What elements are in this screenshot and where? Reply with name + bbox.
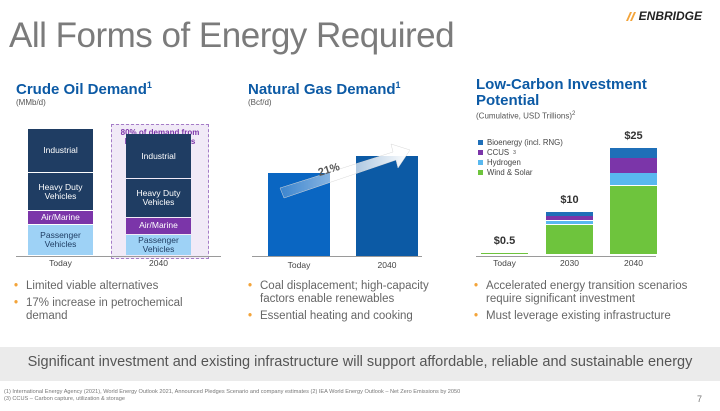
lowcarbon-segment-ccus	[546, 216, 593, 220]
lowcarbon-unit: (Cumulative, USD Trillions)2	[476, 111, 576, 121]
conclusion-banner	[0, 347, 720, 381]
legend-label: Bioenergy (incl. RNG)	[487, 138, 563, 147]
lowcarbon-tick-label: 2040	[624, 258, 643, 268]
crude-segment-heavy-duty-vehicles: Heavy Duty Vehicles	[126, 179, 191, 218]
lowcarbon-title: Low-Carbon Investment Potential	[476, 76, 647, 109]
legend-swatch	[478, 170, 483, 175]
gas-bullets: Coal displacement; high-capacity factors…	[248, 280, 463, 327]
lowcarbon-bullets: Accelerated energy transition scenarios …	[474, 280, 714, 327]
crude-section-header: Crude Oil Demand1 (MMb/d)	[16, 77, 152, 107]
legend-sup: 3	[513, 149, 516, 156]
crude-segment-industrial: Industrial	[28, 128, 93, 173]
bullet-item: Coal displacement; high-capacity factors…	[248, 280, 463, 306]
lowcarbon-chart: Bioenergy (incl. RNG) CCUS 3 Hydrogen Wind &…	[476, 120, 706, 270]
growth-arrow	[279, 143, 411, 199]
lowcarbon-segment-ccus	[610, 158, 657, 173]
legend-label: Hydrogen	[487, 158, 521, 167]
gas-x-axis	[252, 256, 422, 257]
crude-segment-air-marine: Air/Marine	[28, 211, 93, 225]
natural-gas-chart: Today 2040 21%	[248, 120, 458, 270]
crude-segment-passenger-vehicles: Passenger Vehicles	[126, 234, 191, 255]
bullet-item: Accelerated energy transition scenarios …	[474, 280, 714, 306]
legend-swatch	[478, 150, 483, 155]
conclusion-text: Significant investment and existing infr…	[27, 354, 693, 370]
crude-tick-label: Today	[49, 258, 72, 268]
crude-segment-heavy-duty-vehicles: Heavy Duty Vehicles	[28, 173, 93, 211]
lowcarbon-segment-hydrogen	[546, 220, 593, 225]
crude-segment-air-marine: Air/Marine	[126, 218, 191, 234]
lowcarbon-segment-bioenergy-incl-rng	[546, 212, 593, 216]
crude-title: Crude Oil Demand1	[16, 80, 152, 98]
gas-bar-2040	[356, 155, 418, 256]
gas-tick-label: Today	[287, 260, 311, 270]
bullet-item: Essential heating and cooking	[248, 310, 463, 323]
bullet-item: Must leverage existing infrastructure	[474, 310, 714, 323]
legend-label: Wind & Solar	[487, 168, 533, 177]
lowcarbon-segment-wind-solar	[481, 252, 528, 255]
enbridge-logo-icon	[625, 11, 636, 21]
lowcarbon-tick-label: Today	[493, 258, 516, 268]
lowcarbon-segment-wind-solar	[610, 186, 657, 255]
footnotes: (1) International Energy Agency (2021), …	[4, 389, 460, 403]
legend-item-bioenergy-incl-rng: Bioenergy (incl. RNG)	[478, 138, 563, 147]
lowcarbon-section-header: Low-Carbon Investment Potential (Cumulat…	[476, 77, 706, 121]
lowcarbon-tick-label: 2030	[560, 258, 579, 268]
enbridge-logo: ENBRIDGE	[624, 9, 702, 23]
logo-text: ENBRIDGE	[638, 9, 702, 23]
gas-tick-label: 2040	[377, 260, 397, 270]
legend-item-wind-solar: Wind & Solar	[478, 168, 533, 177]
lowcarbon-x-axis	[476, 256, 656, 257]
gas-unit: (Bcf/d)	[248, 98, 272, 107]
footnote-1: (1) International Energy Agency (2021), …	[4, 389, 461, 395]
crude-segment-passenger-vehicles: Passenger Vehicles	[28, 225, 93, 255]
bullet-item: 17% increase in petrochemical demand	[14, 297, 214, 323]
crude-bullets: Limited viable alternatives 17% increase…	[14, 280, 214, 327]
crude-x-axis	[16, 256, 221, 257]
gas-section-header: Natural Gas Demand1 (Bcf/d)	[248, 77, 401, 107]
bullet-item: Limited viable alternatives	[14, 280, 214, 293]
legend-label: CCUS	[487, 148, 510, 157]
legend-item-hydrogen: Hydrogen	[478, 158, 521, 167]
lowcarbon-total-label: $25	[624, 129, 643, 142]
crude-segment-industrial: Industrial	[126, 134, 191, 179]
crude-oil-chart: 80% of demand from hard to abate uses Pa…	[16, 120, 226, 270]
legend-swatch	[478, 160, 483, 165]
crude-tick-label: 2040	[149, 258, 168, 268]
lowcarbon-segment-wind-solar	[546, 224, 593, 255]
lowcarbon-segment-bioenergy-incl-rng	[610, 147, 657, 158]
legend-item-ccus: CCUS 3	[478, 148, 516, 157]
footnote-2: (3) CCUS – Carbon capture, utilization &…	[4, 396, 125, 402]
lowcarbon-total-label: $10	[560, 194, 579, 206]
legend-swatch	[478, 140, 483, 145]
slide-title: All Forms of Energy Required	[9, 16, 455, 55]
page-number: 7	[696, 394, 702, 404]
gas-title: Natural Gas Demand1	[248, 80, 401, 98]
lowcarbon-total-label: $0.5	[493, 234, 516, 247]
lowcarbon-segment-hydrogen	[610, 173, 657, 186]
crude-unit: (MMb/d)	[16, 98, 46, 107]
